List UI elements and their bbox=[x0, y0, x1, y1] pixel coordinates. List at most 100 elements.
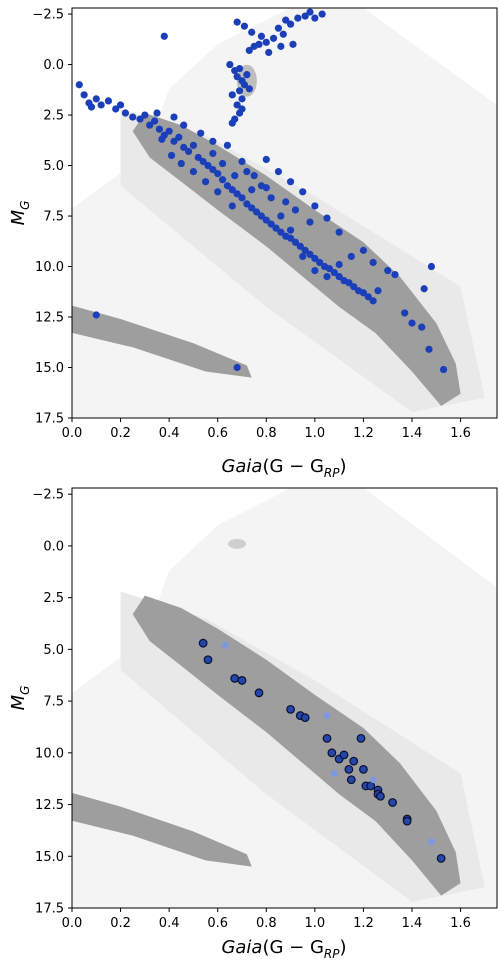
data-point bbox=[359, 289, 368, 297]
data-point bbox=[155, 125, 164, 133]
data-point bbox=[250, 42, 258, 50]
y-tick-label: 15.0 bbox=[35, 850, 64, 865]
y-tick: 12.5 bbox=[35, 311, 72, 326]
data-point bbox=[180, 121, 188, 129]
y-tick-label: 12.5 bbox=[35, 798, 64, 813]
data-point bbox=[257, 212, 266, 220]
plot-frame bbox=[71, 487, 498, 909]
white-dwarf-band bbox=[72, 792, 252, 867]
x-tick-label: 1.0 bbox=[305, 426, 326, 441]
data-point bbox=[436, 853, 446, 863]
data-point bbox=[335, 228, 343, 236]
data-point bbox=[344, 764, 354, 774]
data-point bbox=[279, 30, 287, 38]
stellar-sequence-band bbox=[72, 538, 461, 896]
data-point bbox=[359, 764, 368, 774]
data-point bbox=[248, 186, 256, 194]
data-point bbox=[238, 194, 246, 202]
data-point bbox=[299, 188, 307, 196]
x-tick: 0.4 bbox=[159, 908, 179, 931]
data-point bbox=[233, 101, 241, 109]
x-tick-label: 0.0 bbox=[62, 426, 83, 441]
data-point bbox=[218, 176, 227, 184]
data-point bbox=[184, 147, 193, 155]
data-point bbox=[402, 816, 412, 826]
data-point bbox=[228, 119, 236, 127]
data-point bbox=[218, 159, 227, 168]
data-point bbox=[316, 258, 324, 267]
data-point bbox=[306, 250, 314, 259]
data-point bbox=[92, 95, 100, 103]
data-point bbox=[248, 204, 256, 212]
x-tick-label: 1.4 bbox=[402, 916, 423, 931]
data-point bbox=[87, 103, 96, 111]
x-tick: 0.4 bbox=[159, 418, 179, 441]
data-point bbox=[245, 46, 253, 55]
data-point bbox=[150, 117, 159, 125]
data-point bbox=[209, 137, 217, 145]
data-point bbox=[369, 297, 377, 305]
x-tick-label: 1.6 bbox=[450, 916, 471, 931]
data-point bbox=[226, 60, 234, 69]
data-point bbox=[335, 273, 343, 281]
data-point bbox=[257, 32, 266, 40]
y-ticks: −2.5 0.0 2.5 5.0 7.5 10.0 12.5 15.0 17.5 bbox=[32, 8, 72, 427]
data-point bbox=[439, 365, 448, 374]
x-tick: 0.2 bbox=[110, 418, 131, 441]
data-point bbox=[228, 186, 236, 194]
data-point bbox=[366, 781, 376, 791]
data-point bbox=[294, 14, 302, 22]
x-ticks: 0.0 0.2 0.4 0.6 0.8 1.0 1.2 1.4 1.6 bbox=[62, 908, 471, 931]
data-point bbox=[262, 38, 270, 46]
data-point bbox=[291, 206, 300, 214]
y-tick-label: 17.5 bbox=[35, 412, 64, 427]
data-point bbox=[322, 733, 332, 743]
y-tick: −2.5 bbox=[32, 488, 72, 503]
y-tick: 5.0 bbox=[43, 643, 72, 658]
x-ticks: 0.0 0.2 0.4 0.6 0.8 1.0 1.2 1.4 1.6 bbox=[62, 418, 471, 441]
data-point bbox=[356, 733, 366, 743]
y-tick: 7.5 bbox=[43, 695, 72, 710]
y-tick-label: 10.0 bbox=[35, 746, 64, 761]
data-point bbox=[369, 258, 377, 267]
data-point bbox=[296, 242, 304, 250]
y-tick: 17.5 bbox=[35, 412, 72, 427]
data-point bbox=[265, 48, 273, 57]
data-point bbox=[269, 34, 278, 42]
y-tick: −2.5 bbox=[32, 8, 72, 23]
y-tick: 10.0 bbox=[35, 260, 72, 275]
data-point bbox=[345, 279, 353, 287]
data-point bbox=[80, 91, 88, 99]
data-point bbox=[170, 137, 178, 145]
y-tick-label: 7.5 bbox=[43, 695, 64, 710]
data-point bbox=[306, 8, 314, 16]
y-tick: 10.0 bbox=[35, 746, 72, 761]
x-tick: 0.0 bbox=[62, 908, 82, 931]
data-point bbox=[267, 194, 275, 202]
data-point bbox=[301, 246, 309, 254]
data-point bbox=[300, 713, 310, 723]
data-point bbox=[286, 704, 295, 714]
data-point bbox=[301, 12, 309, 20]
data-point bbox=[129, 113, 137, 121]
data-point bbox=[233, 190, 241, 198]
y-tick-label: 10.0 bbox=[35, 260, 64, 275]
y-tick-label: 0.0 bbox=[43, 58, 64, 73]
data-point bbox=[146, 121, 154, 129]
data-point bbox=[262, 216, 270, 224]
data-point bbox=[112, 105, 120, 113]
data-point bbox=[306, 218, 314, 226]
data-point bbox=[359, 246, 368, 254]
data-point bbox=[158, 135, 166, 143]
data-point bbox=[418, 323, 426, 331]
y-tick: 2.5 bbox=[43, 591, 72, 606]
data-point bbox=[243, 167, 251, 176]
data-point bbox=[428, 838, 435, 846]
data-point bbox=[311, 14, 319, 22]
data-point bbox=[323, 712, 331, 719]
y-tick-label: 5.0 bbox=[43, 643, 64, 658]
data-point bbox=[311, 266, 319, 275]
data-point bbox=[199, 157, 207, 166]
data-point bbox=[238, 95, 246, 103]
data-point bbox=[277, 212, 285, 220]
